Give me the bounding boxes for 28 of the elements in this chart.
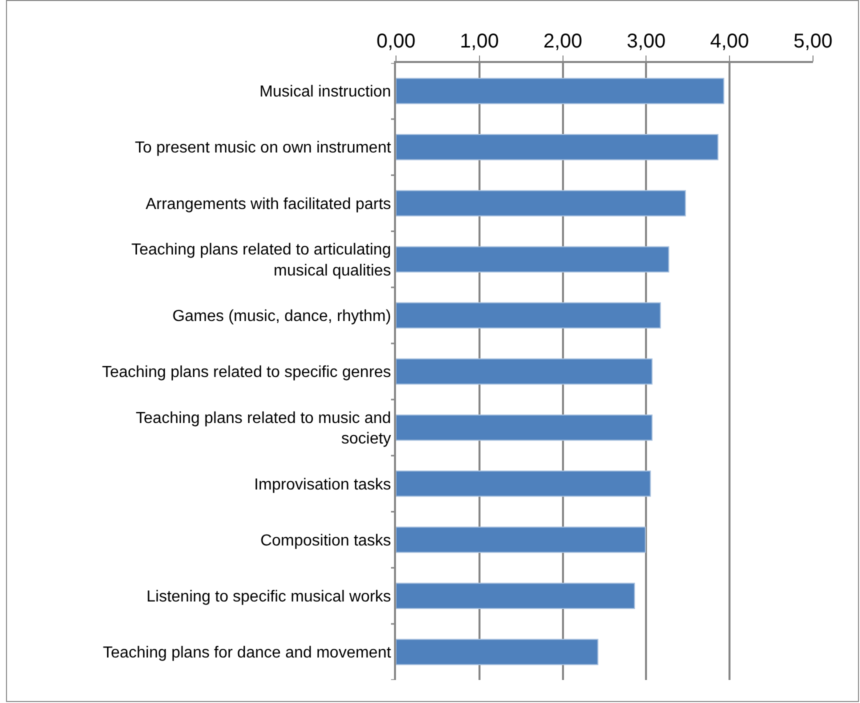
bar (396, 526, 646, 553)
y-tick-label: Composition tasks (260, 532, 392, 550)
x-tick-label: 2,00 (543, 30, 582, 52)
bar (396, 358, 653, 385)
y-tick-label: Teaching plans related to specific genres (102, 364, 392, 382)
bar (396, 470, 651, 497)
bar (396, 302, 661, 329)
y-tick-label: Musical instruction (259, 84, 392, 101)
y-tick-label: Arrangements with facilitated parts (146, 196, 392, 213)
x-tick-label: 3,00 (626, 30, 666, 52)
bar (396, 78, 724, 104)
bar (396, 134, 718, 160)
y-tick-label: Teaching plans related to articulating musical qualities (131, 242, 392, 280)
bar (396, 246, 670, 272)
x-tick-label: 1,00 (460, 30, 499, 52)
bar (396, 414, 653, 441)
y-tick-label: To present music on own instrument (134, 140, 392, 157)
y-tick-label: Games (music, dance, rhythm) (172, 308, 392, 326)
y-tick-label: Teaching plans for dance and movement (102, 644, 392, 662)
y-tick-label: Teaching plans related to music and society (136, 410, 392, 448)
bar (396, 190, 686, 216)
y-tick-label: Improvisation tasks (254, 476, 392, 494)
x-tick-label: 0,00 (376, 30, 416, 52)
x-tick-label: 5,00 (794, 30, 832, 52)
bar (396, 638, 598, 666)
y-tick-label: Listening to specific musical works (146, 588, 392, 606)
bar (396, 582, 636, 609)
x-tick-label: 4,00 (710, 30, 750, 52)
